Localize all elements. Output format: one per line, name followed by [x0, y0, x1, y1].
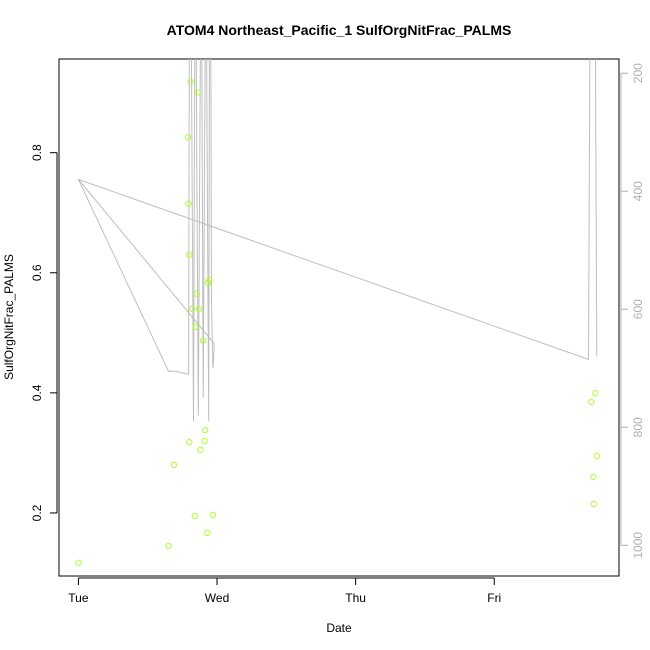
data-point — [201, 437, 208, 445]
data-point — [197, 446, 204, 454]
data-point — [590, 500, 598, 508]
data-point — [200, 337, 207, 344]
y-tick-label: 0.2 — [30, 504, 44, 521]
x-axis-label: Date — [326, 621, 352, 635]
chart-title: ATOM4 Northeast_Pacific_1 SulfOrgNitFrac… — [167, 22, 512, 38]
data-point — [593, 452, 600, 460]
y2-tick-label: 1000 — [631, 532, 645, 559]
x-tick-label: Thu — [345, 591, 366, 605]
data-point — [195, 305, 203, 312]
data-point — [588, 398, 595, 406]
data-point — [206, 276, 213, 284]
data-point — [186, 438, 193, 446]
y2-tick-label: 600 — [631, 299, 645, 319]
y-tick-label: 0.4 — [30, 384, 44, 401]
y-axis-label: SulfOrgNitFrac_PALMS — [2, 254, 16, 380]
data-point — [204, 529, 211, 536]
y2-tick-label: 400 — [631, 181, 645, 201]
series-layer — [75, 59, 600, 566]
plot-area-frame — [58, 58, 620, 577]
data-point — [192, 323, 199, 330]
data-point — [185, 200, 192, 207]
data-point — [75, 559, 82, 566]
series-line-right-axis — [77, 59, 598, 422]
y2-tick-label: 800 — [631, 417, 645, 437]
data-point — [165, 542, 172, 550]
data-point — [170, 461, 178, 469]
data-point — [187, 78, 194, 86]
data-point — [202, 426, 209, 434]
data-point — [193, 290, 201, 297]
data-point — [186, 251, 193, 259]
data-point — [592, 389, 599, 397]
data-point — [204, 279, 212, 287]
data-point — [194, 89, 201, 96]
y-tick-label: 0.6 — [30, 264, 44, 281]
data-point — [188, 305, 196, 312]
x-tick-label: Fri — [487, 591, 501, 605]
y-tick-label: 0.8 — [30, 144, 44, 161]
axes-layer: Tue Wed Thu Fri 0.2 0.4 0.6 0.8 200 400 600 800 1000 — [30, 63, 645, 605]
data-point — [191, 512, 199, 520]
data-point — [209, 511, 217, 518]
x-tick-label: Wed — [205, 591, 229, 605]
x-tick-label: Tue — [68, 591, 89, 605]
data-point — [184, 133, 192, 141]
data-point — [590, 473, 597, 481]
y2-tick-label: 200 — [631, 63, 645, 83]
